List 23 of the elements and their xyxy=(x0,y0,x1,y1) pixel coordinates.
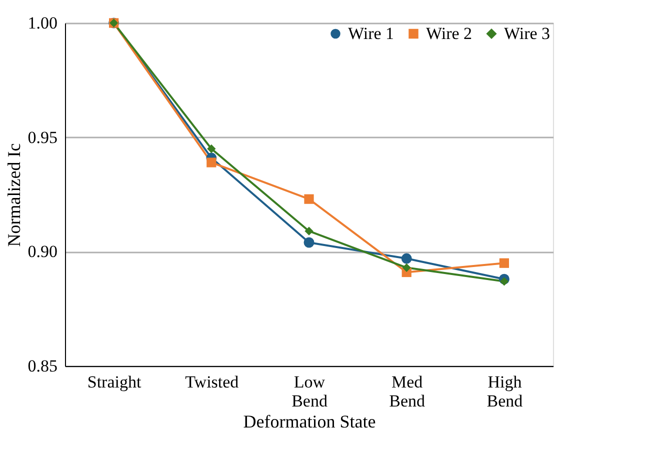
point xyxy=(402,263,411,272)
legend-label: Wire 1 xyxy=(348,24,394,43)
point xyxy=(207,144,216,154)
point xyxy=(500,277,509,286)
point xyxy=(499,258,510,268)
legend-label: Wire 2 xyxy=(426,24,472,43)
y-tick-label: 0.95 xyxy=(28,128,58,147)
x-tick-label: Straight xyxy=(87,372,142,392)
y-tick-label: 0.90 xyxy=(28,242,58,262)
y-axis-title: Normalized Ic xyxy=(4,143,24,247)
point xyxy=(304,226,314,236)
y-tick-label: 0.85 xyxy=(28,356,58,376)
point xyxy=(401,253,412,264)
legend-label: Wire 3 xyxy=(504,24,550,43)
point xyxy=(206,158,216,168)
point xyxy=(304,237,314,248)
x-tick-label: Med Bend xyxy=(389,372,426,410)
y-tick-label: 1.00 xyxy=(28,14,58,32)
x-axis-title: Deformation State xyxy=(243,412,376,432)
x-tick-label: Low Bend xyxy=(292,372,328,410)
point xyxy=(304,194,314,204)
x-tick-label: Twisted xyxy=(185,372,240,392)
x-tick-label: High Bend xyxy=(486,372,524,410)
